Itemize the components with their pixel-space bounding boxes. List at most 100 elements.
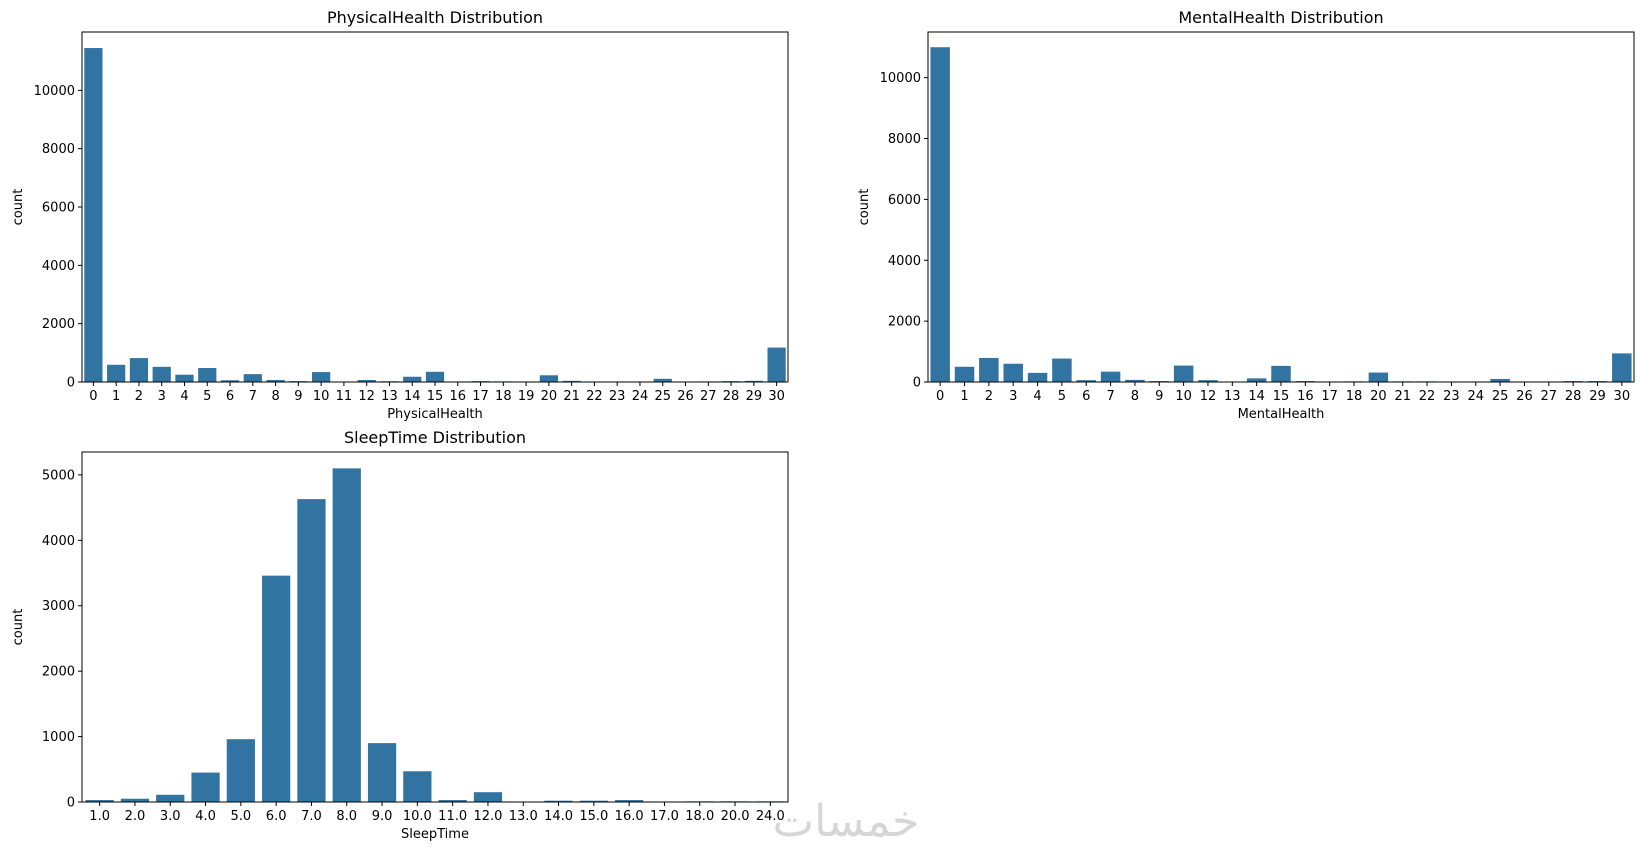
x-tick-label: 9 <box>1155 389 1163 404</box>
x-tick-label: 12.0 <box>473 809 502 824</box>
y-tick-label: 10000 <box>34 84 75 99</box>
x-axis-label: PhysicalHealth <box>387 407 483 422</box>
bar-1 <box>107 364 126 382</box>
y-tick-label: 3000 <box>42 599 75 614</box>
plot-frame <box>927 31 1635 383</box>
x-tick-label: 20 <box>541 389 558 404</box>
x-tick-label: 12 <box>1200 389 1217 404</box>
x-tick-label: 15 <box>427 389 444 404</box>
bar-8 <box>266 379 285 382</box>
x-tick-label: 5 <box>203 389 211 404</box>
x-tick-label: 4 <box>1033 389 1041 404</box>
bar-12 <box>357 379 376 382</box>
x-axis-label: SleepTime <box>401 827 469 842</box>
x-tick-label: 13 <box>381 389 398 404</box>
bar-1.0 <box>85 800 114 802</box>
bar-2 <box>129 358 149 382</box>
x-tick-label: 24 <box>632 389 649 404</box>
x-tick-label: 6.0 <box>266 809 287 824</box>
y-axis-label: count <box>857 189 872 226</box>
bar-30 <box>1612 353 1632 382</box>
y-tick-label: 0 <box>67 796 75 811</box>
bar-10.0 <box>403 771 432 802</box>
x-tick-label: 3 <box>1009 389 1017 404</box>
y-tick-label: 6000 <box>888 193 921 208</box>
x-tick-label: 18 <box>495 389 512 404</box>
bar-0 <box>930 47 950 382</box>
bar-20 <box>1368 372 1389 382</box>
x-tick-label: 3 <box>158 389 166 404</box>
x-tick-label: 16.0 <box>615 809 644 824</box>
bar-3 <box>152 366 171 382</box>
bar-6 <box>220 380 240 382</box>
bar-25 <box>1490 378 1510 382</box>
x-tick-label: 13 <box>1224 389 1241 404</box>
x-tick-label: 3.0 <box>160 809 181 824</box>
x-tick-label: 1 <box>112 389 120 404</box>
x-tick-label: 6 <box>1082 389 1090 404</box>
x-tick-label: 29 <box>746 389 763 404</box>
x-tick-label: 24.0 <box>756 809 785 824</box>
y-tick-label: 0 <box>67 376 75 391</box>
y-tick-label: 2000 <box>42 665 75 680</box>
bar-6.0 <box>262 575 291 802</box>
bar-4.0 <box>191 772 220 802</box>
x-tick-label: 14 <box>404 389 421 404</box>
x-tick-label: 18 <box>1346 389 1363 404</box>
y-tick-label: 2000 <box>888 315 921 330</box>
x-tick-label: 2 <box>135 389 143 404</box>
chart-1: 0 1 2 3 4 5 6 7 8 9 10 11 12 13 14 15 16 17 18 19 20 21 22 23 24… <box>11 8 789 422</box>
x-tick-label: 11.0 <box>438 809 467 824</box>
x-tick-label: 22 <box>1419 389 1436 404</box>
bar-15 <box>425 371 445 382</box>
plot-frame <box>81 451 789 803</box>
x-tick-label: 1 <box>960 389 968 404</box>
x-tick-label: 25 <box>654 389 671 404</box>
x-tick-label: 7 <box>249 389 257 404</box>
y-tick-label: 0 <box>913 376 921 391</box>
x-tick-label: 7 <box>1106 389 1114 404</box>
chart-2: 0 1 2 3 4 5 6 7 8 9 10 12 13 14 15 16 17 18 20 21 22 23 24 25 26… <box>857 8 1635 422</box>
x-tick-label: 9 <box>294 389 302 404</box>
x-axis-label: MentalHealth <box>1238 407 1325 422</box>
x-tick-label: 17.0 <box>650 809 679 824</box>
charts-container: 0 1 2 3 4 5 6 7 8 9 10 11 12 13 14 15 16 17 18 19 20 21 22 23 24… <box>11 8 1635 842</box>
bar-25 <box>653 378 672 382</box>
bar-10 <box>1173 365 1194 382</box>
bar-7.0 <box>297 499 326 802</box>
bar-12 <box>1198 380 1218 382</box>
x-tick-label: 0 <box>936 389 944 404</box>
bar-7 <box>243 374 262 383</box>
x-tick-label: 6 <box>226 389 234 404</box>
plot-frame <box>81 31 789 383</box>
x-tick-label: 18.0 <box>685 809 714 824</box>
y-tick-label: 4000 <box>888 254 921 269</box>
x-tick-label: 28 <box>723 389 740 404</box>
x-tick-label: 10.0 <box>403 809 432 824</box>
y-tick-label: 4000 <box>42 534 75 549</box>
x-tick-label: 12 <box>358 389 375 404</box>
chart-title: PhysicalHealth Distribution <box>327 8 543 27</box>
bar-11.0 <box>438 800 467 802</box>
bar-0 <box>84 48 103 382</box>
x-tick-label: 0 <box>89 389 97 404</box>
x-tick-label: 15 <box>1273 389 1290 404</box>
bar-16.0 <box>615 800 644 802</box>
bar-2 <box>979 357 999 382</box>
x-tick-label: 30 <box>1614 389 1631 404</box>
y-tick-label: 10000 <box>880 71 921 86</box>
bar-8.0 <box>332 468 361 802</box>
y-tick-label: 6000 <box>42 201 75 216</box>
x-tick-label: 28 <box>1565 389 1582 404</box>
bar-30 <box>767 347 786 382</box>
x-tick-label: 21 <box>1394 389 1411 404</box>
x-tick-label: 23 <box>1443 389 1460 404</box>
y-axis-label: count <box>11 189 26 226</box>
x-tick-label: 5.0 <box>231 809 252 824</box>
bar-15 <box>1271 365 1291 382</box>
x-tick-label: 9.0 <box>372 809 393 824</box>
x-tick-label: 14 <box>1248 389 1265 404</box>
x-tick-label: 10 <box>313 389 330 404</box>
y-tick-label: 1000 <box>42 730 75 745</box>
x-tick-label: 20 <box>1370 389 1387 404</box>
